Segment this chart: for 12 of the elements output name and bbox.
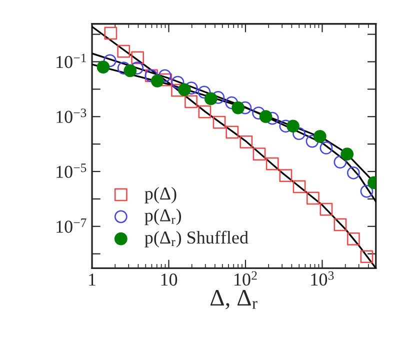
x-tick-label: 1 — [89, 274, 96, 286]
x-tick-label: 10$^{2}$ — [234, 271, 257, 286]
legend-label: p(Δ$_{r}$) — [144, 208, 182, 226]
legend-label: p(Δ) — [144, 186, 176, 204]
x-tick-label: 10$^{3}$ — [311, 271, 334, 286]
y-tick-label: 10$^{−5}$ — [56, 164, 86, 178]
legend-label: p(Δ$_{r}$) Shuffled — [144, 230, 248, 248]
y-tick-label: 10$^{−1}$ — [56, 54, 86, 68]
y-tick-label: 10$^{−3}$ — [56, 108, 86, 123]
x-axis-title: Δ, Δ$_{r}$ — [210, 290, 258, 310]
x-tick-label: 10 — [161, 274, 178, 286]
y-tick-label: 10$^{−7}$ — [56, 218, 86, 233]
